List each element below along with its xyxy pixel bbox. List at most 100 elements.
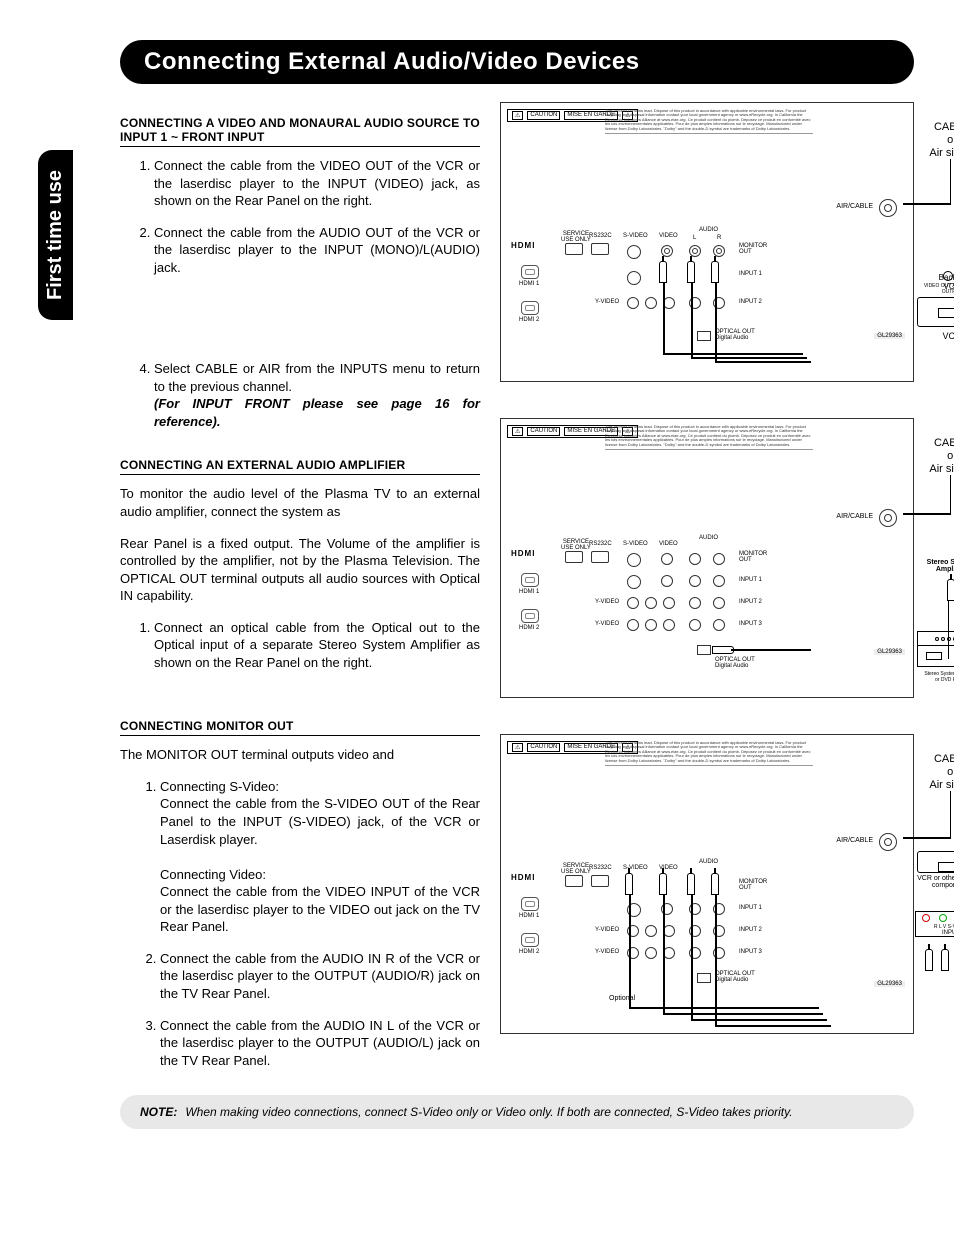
y3 [627,619,639,631]
pb2 [645,597,657,609]
r-label: R [717,235,721,241]
wire [663,353,803,355]
note-label: NOTE: [140,1105,177,1119]
wire [715,361,811,363]
optical-label: OPTICAL OUT Digital Audio [715,657,755,669]
l-jack [689,553,701,565]
pr-jack [663,297,675,309]
list-item: Connect the cable from the VIDEO OUT of … [154,157,480,210]
optical-label: OPTICAL OUT Digital Audio [715,329,755,341]
wire [715,1025,831,1027]
aircable-jack [879,199,897,217]
fine-print: This product contains lead. Dispose of t… [605,425,813,450]
service-port [565,551,583,563]
wire [663,283,665,353]
pb2 [645,925,657,937]
note-text: When making video connections, connect S… [185,1105,894,1119]
r3 [713,619,725,631]
optical-label: OPTICAL OUT Digital Audio [715,971,755,983]
audio-r-plug [711,261,719,283]
l2 [689,597,701,609]
model-number: GL29363 [874,649,905,655]
pr2 [663,597,675,609]
monitor-out-label: MONITOR OUT [739,551,767,563]
air-wire [950,791,952,837]
caution-en: CAUTION [527,427,560,436]
aircable-jack [879,833,897,851]
audio-label: AUDIO [699,859,718,865]
audio-label: AUDIO [699,227,718,233]
note-box: NOTE: When making video connections, con… [120,1095,914,1129]
hdmi-logo: HDMI [511,873,535,882]
caution-en: CAUTION [527,743,560,752]
item4-text: Select CABLE or AIR from the INPUTS menu… [154,361,480,394]
l-label: L [693,235,696,241]
left-column: CONNECTING A VIDEO AND MONAURAL AUDIO SO… [120,102,480,1083]
cable-or-air-label: CABLE or Air signal [917,437,954,477]
optional-label: Optional [609,995,635,1002]
amp-optical-plug [947,579,954,601]
hdmi1-port [521,573,539,587]
r2 [713,597,725,609]
fine-print: This product contains lead. Dispose of t… [605,741,813,766]
video-label: VIDEO [659,233,678,239]
wire [691,895,693,1019]
amp-subtitle: Stereo System Amplifier or DVD Player [911,671,954,683]
rs232-label: RS232C [589,541,612,547]
wire [663,895,665,1013]
pr2 [663,925,675,937]
ext-label: VCR or other external components [911,875,954,889]
input2-label: INPUT 2 [739,299,762,305]
list-item: Connect an optical cable from the Optica… [154,619,480,672]
rs232-label: RS232C [589,865,612,871]
monitor-out-label: MONITOR OUT [739,243,767,255]
input2-label: INPUT 2 [739,599,762,605]
hdmi1-label: HDMI 1 [519,913,539,919]
section2-p2: Rear Panel is a fixed output. The Volume… [120,535,480,605]
svideo-label: S-VIDEO [623,865,648,871]
svideo-label: S-VIDEO [623,541,648,547]
vcr-box [917,297,954,327]
air-wire [950,475,952,513]
section3-heading: CONNECTING MONITOR OUT [120,719,480,736]
section1-list-cont: Select CABLE or AIR from the INPUTS menu… [120,360,480,430]
wire [629,895,631,1007]
page-title: Connecting External Audio/Video Devices [144,48,890,76]
hdmi2-port [521,609,539,623]
aircable-label: AIR/CABLE [836,837,873,844]
wire [691,1019,827,1021]
section2-p1: To monitor the audio level of the Plasma… [120,485,480,520]
amp-title: Stereo System Amplifier [911,559,954,573]
y2 [627,597,639,609]
v-plug [659,873,667,895]
service-port [565,243,583,255]
list-item: Connect the cable from the AUDIO OUT of … [154,224,480,277]
diagram-vcr: CABLE or Air signal ⚠CAUTION MISE EN GAR… [500,102,914,382]
hdmi2-port [521,933,539,947]
list-item: Connect the cable from the AUDIO IN R of… [160,950,480,1003]
air-wire [950,159,952,203]
pr3 [663,947,675,959]
rs232-port [591,243,609,255]
wire [663,1013,823,1015]
yvideo-label: Y-VIDEO [595,949,619,955]
audio-label: AUDIO [699,535,718,541]
air-wire [903,203,951,205]
optical-out [697,645,711,655]
amp-box [917,631,954,667]
model-number: GL29363 [874,981,905,987]
list-item: Connecting S-Video: Connect the cable fr… [160,778,480,936]
sv-plug [625,873,633,895]
input1-label: INPUT 1 [739,271,762,277]
hdmi2-label: HDMI 2 [519,949,539,955]
caution-en: CAUTION [527,111,560,120]
pb3 [645,619,657,631]
wire [629,1007,819,1009]
hdmi1-port [521,265,539,279]
hdmi-logo: HDMI [511,241,535,250]
r-jack [713,553,725,565]
ext-plug2 [941,949,949,971]
yvideo-label: Y-VIDEO [595,599,619,605]
page-title-bar: Connecting External Audio/Video Devices [120,40,914,84]
right-column: CABLE or Air signal ⚠CAUTION MISE EN GAR… [500,102,914,1083]
